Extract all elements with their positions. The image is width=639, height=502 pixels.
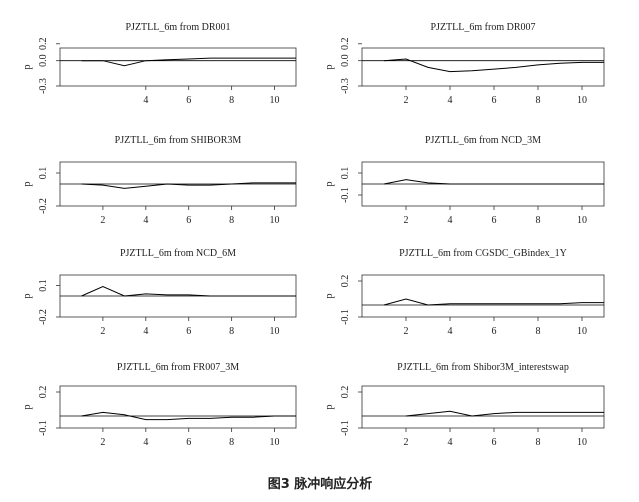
x-tick-label: 6	[492, 326, 497, 337]
y-tick-label: -0.1	[38, 420, 49, 436]
response-line	[81, 411, 296, 421]
x-tick-label: 10	[577, 437, 587, 448]
y-tick-label: -0.1	[340, 187, 351, 203]
y-axis-label: p	[22, 182, 33, 187]
irf-panel: PJZTLL_6m from FR007_3M -0.1 0.2 p 2 4 6 8 10	[22, 362, 297, 448]
panel-title: PJZTLL_6m from Shibor3M_interestswap	[397, 362, 569, 373]
x-tick-label: 4	[143, 215, 148, 226]
x-tick-label: 4	[448, 326, 453, 337]
y-axis-label: p	[324, 405, 335, 410]
panel-title: PJZTLL_6m from NCD_6M	[120, 248, 236, 259]
irf-panel: PJZTLL_6m from NCD_6M -0.2 0.1 p 2 4 6 8 10	[22, 248, 297, 337]
x-tick-label: 2	[100, 326, 105, 337]
y-tick-label: 0.2	[340, 275, 351, 288]
y-axis-label: p	[324, 65, 335, 70]
x-tick-label: 6	[186, 215, 191, 226]
panel-title: PJZTLL_6m from FR007_3M	[117, 362, 239, 373]
x-tick-label: 8	[536, 326, 541, 337]
panel-title: PJZTLL_6m from DR001	[126, 22, 231, 33]
y-axis-label: p	[22, 405, 33, 410]
irf-panel: PJZTLL_6m from CGSDC_GBindex_1Y -0.1 0.2 p 2…	[324, 248, 605, 337]
y-tick-label: 0.1	[340, 167, 351, 180]
response-line	[81, 286, 296, 297]
x-tick-label: 4	[448, 437, 453, 448]
x-tick-label: 8	[229, 215, 234, 226]
y-tick-label: -0.3	[38, 78, 49, 94]
plot-frame	[361, 47, 605, 87]
plot-frame	[361, 274, 605, 318]
plot-frame	[361, 385, 605, 429]
irf-panel: PJZTLL_6m from SHIBOR3M -0.2 0.1 p 2 4 6 8 10	[22, 135, 297, 226]
response-line	[383, 58, 604, 73]
x-tick-label: 2	[404, 326, 409, 337]
x-tick-label: 10	[270, 215, 280, 226]
response-line	[81, 57, 296, 67]
x-tick-label: 6	[186, 437, 191, 448]
y-axis-label: p	[324, 294, 335, 299]
y-tick-label: 0.2	[38, 386, 49, 399]
x-tick-label: 10	[270, 326, 280, 337]
y-tick-label: 0.2	[38, 38, 49, 51]
y-tick-label: -0.2	[38, 198, 49, 214]
y-tick-label: 0.0	[38, 54, 49, 67]
irf-panel: PJZTLL_6m from Shibor3M_interestswap -0.1…	[324, 362, 605, 448]
x-tick-label: 6	[186, 95, 191, 106]
x-tick-label: 10	[577, 326, 587, 337]
y-tick-label: 0.1	[38, 279, 49, 292]
irf-panel: PJZTLL_6m from DR001 -0.3 0.0 0.2 p 4 6 8 10	[22, 22, 297, 106]
response-line	[383, 298, 604, 306]
x-tick-label: 8	[229, 437, 234, 448]
x-tick-label: 2	[100, 437, 105, 448]
x-tick-label: 8	[536, 95, 541, 106]
irf-panel: PJZTLL_6m from NCD_3M -0.1 0.1 p 2 4 6 8 10	[324, 135, 605, 226]
x-tick-label: 10	[270, 95, 280, 106]
x-tick-label: 8	[229, 95, 234, 106]
x-tick-label: 10	[577, 95, 587, 106]
plot-frame	[59, 47, 297, 87]
y-tick-label: -0.1	[340, 309, 351, 325]
panel-title: PJZTLL_6m from DR007	[431, 22, 536, 33]
x-tick-label: 6	[492, 437, 497, 448]
x-tick-label: 2	[100, 215, 105, 226]
x-tick-label: 8	[536, 215, 541, 226]
response-line	[383, 179, 604, 185]
x-tick-label: 4	[143, 95, 148, 106]
x-tick-label: 4	[448, 95, 453, 106]
x-tick-label: 6	[492, 95, 497, 106]
x-tick-label: 2	[404, 95, 409, 106]
x-tick-label: 10	[577, 215, 587, 226]
impulse-response-panels: PJZTLL_6m from DR001-0.30.00.2p4 6 8 10PJZT…	[22, 22, 605, 448]
y-tick-label: 0.2	[340, 386, 351, 399]
panel-title: PJZTLL_6m from CGSDC_GBindex_1Y	[399, 248, 567, 259]
y-tick-label: 0.1	[38, 167, 49, 180]
x-tick-label: 2	[404, 437, 409, 448]
y-tick-label: -0.2	[38, 309, 49, 325]
panel-title: PJZTLL_6m from NCD_3M	[425, 135, 541, 146]
x-tick-label: 8	[536, 437, 541, 448]
y-tick-label: 0.2	[340, 38, 351, 51]
y-axis-label: p	[22, 294, 33, 299]
x-tick-label: 2	[404, 215, 409, 226]
x-tick-label: 4	[143, 326, 148, 337]
y-axis-label: p	[324, 182, 335, 187]
plot-frame	[59, 385, 297, 429]
y-tick-label: -0.3	[340, 78, 351, 94]
x-tick-label: 4	[143, 437, 148, 448]
x-tick-label: 8	[229, 326, 234, 337]
y-tick-label: -0.1	[340, 420, 351, 436]
x-tick-label: 4	[448, 215, 453, 226]
panel-title: PJZTLL_6m from SHIBOR3M	[115, 135, 242, 146]
figure-caption: 图3 脉冲响应分析	[268, 476, 373, 492]
x-tick-label: 10	[270, 437, 280, 448]
response-line	[405, 410, 604, 417]
irf-panel: PJZTLL_6m from DR007 -0.3 0.0 0.2 p 2 4 6 8 10	[324, 22, 605, 106]
x-tick-label: 6	[492, 215, 497, 226]
y-tick-label: 0.0	[340, 54, 351, 67]
response-line	[81, 182, 296, 189]
x-tick-label: 6	[186, 326, 191, 337]
y-axis-label: p	[22, 65, 33, 70]
